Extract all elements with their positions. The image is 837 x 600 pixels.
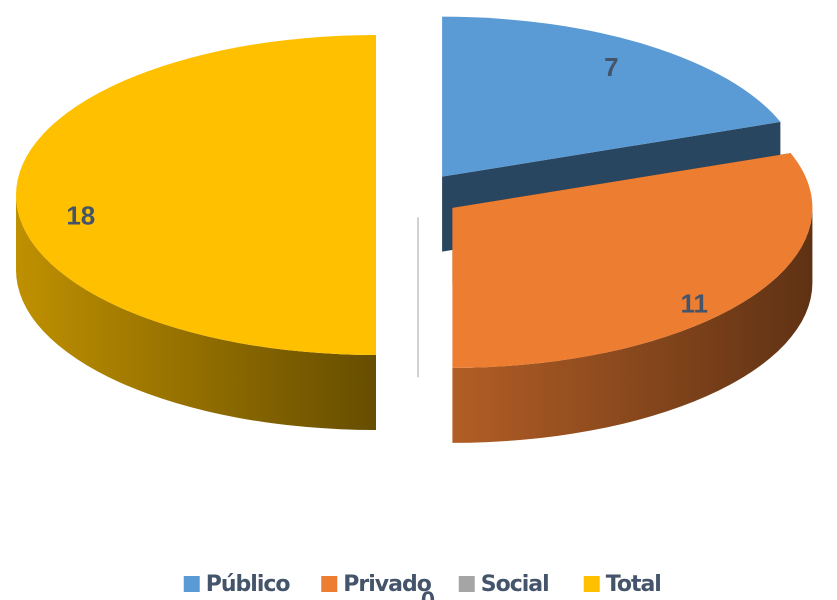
legend-swatch (458, 576, 475, 592)
data-label: 18 (66, 200, 95, 230)
slice-top (16, 35, 376, 355)
slice-side (452, 207, 813, 443)
slice (452, 153, 813, 443)
data-label: 11 (680, 288, 708, 318)
legend-label: Total (606, 572, 661, 597)
legend-label: Social (481, 572, 549, 597)
data-label: 0 (421, 585, 435, 600)
legend-label: Público (206, 572, 291, 597)
data-label: 7 (604, 52, 618, 82)
slice-top (442, 16, 781, 177)
legend-swatch (583, 576, 600, 592)
slice-top (452, 153, 813, 368)
slice (16, 35, 376, 430)
legend-label: Privado (343, 572, 431, 597)
legend-swatch (183, 576, 200, 592)
legend-swatch (321, 576, 338, 592)
slice-side (16, 195, 376, 430)
